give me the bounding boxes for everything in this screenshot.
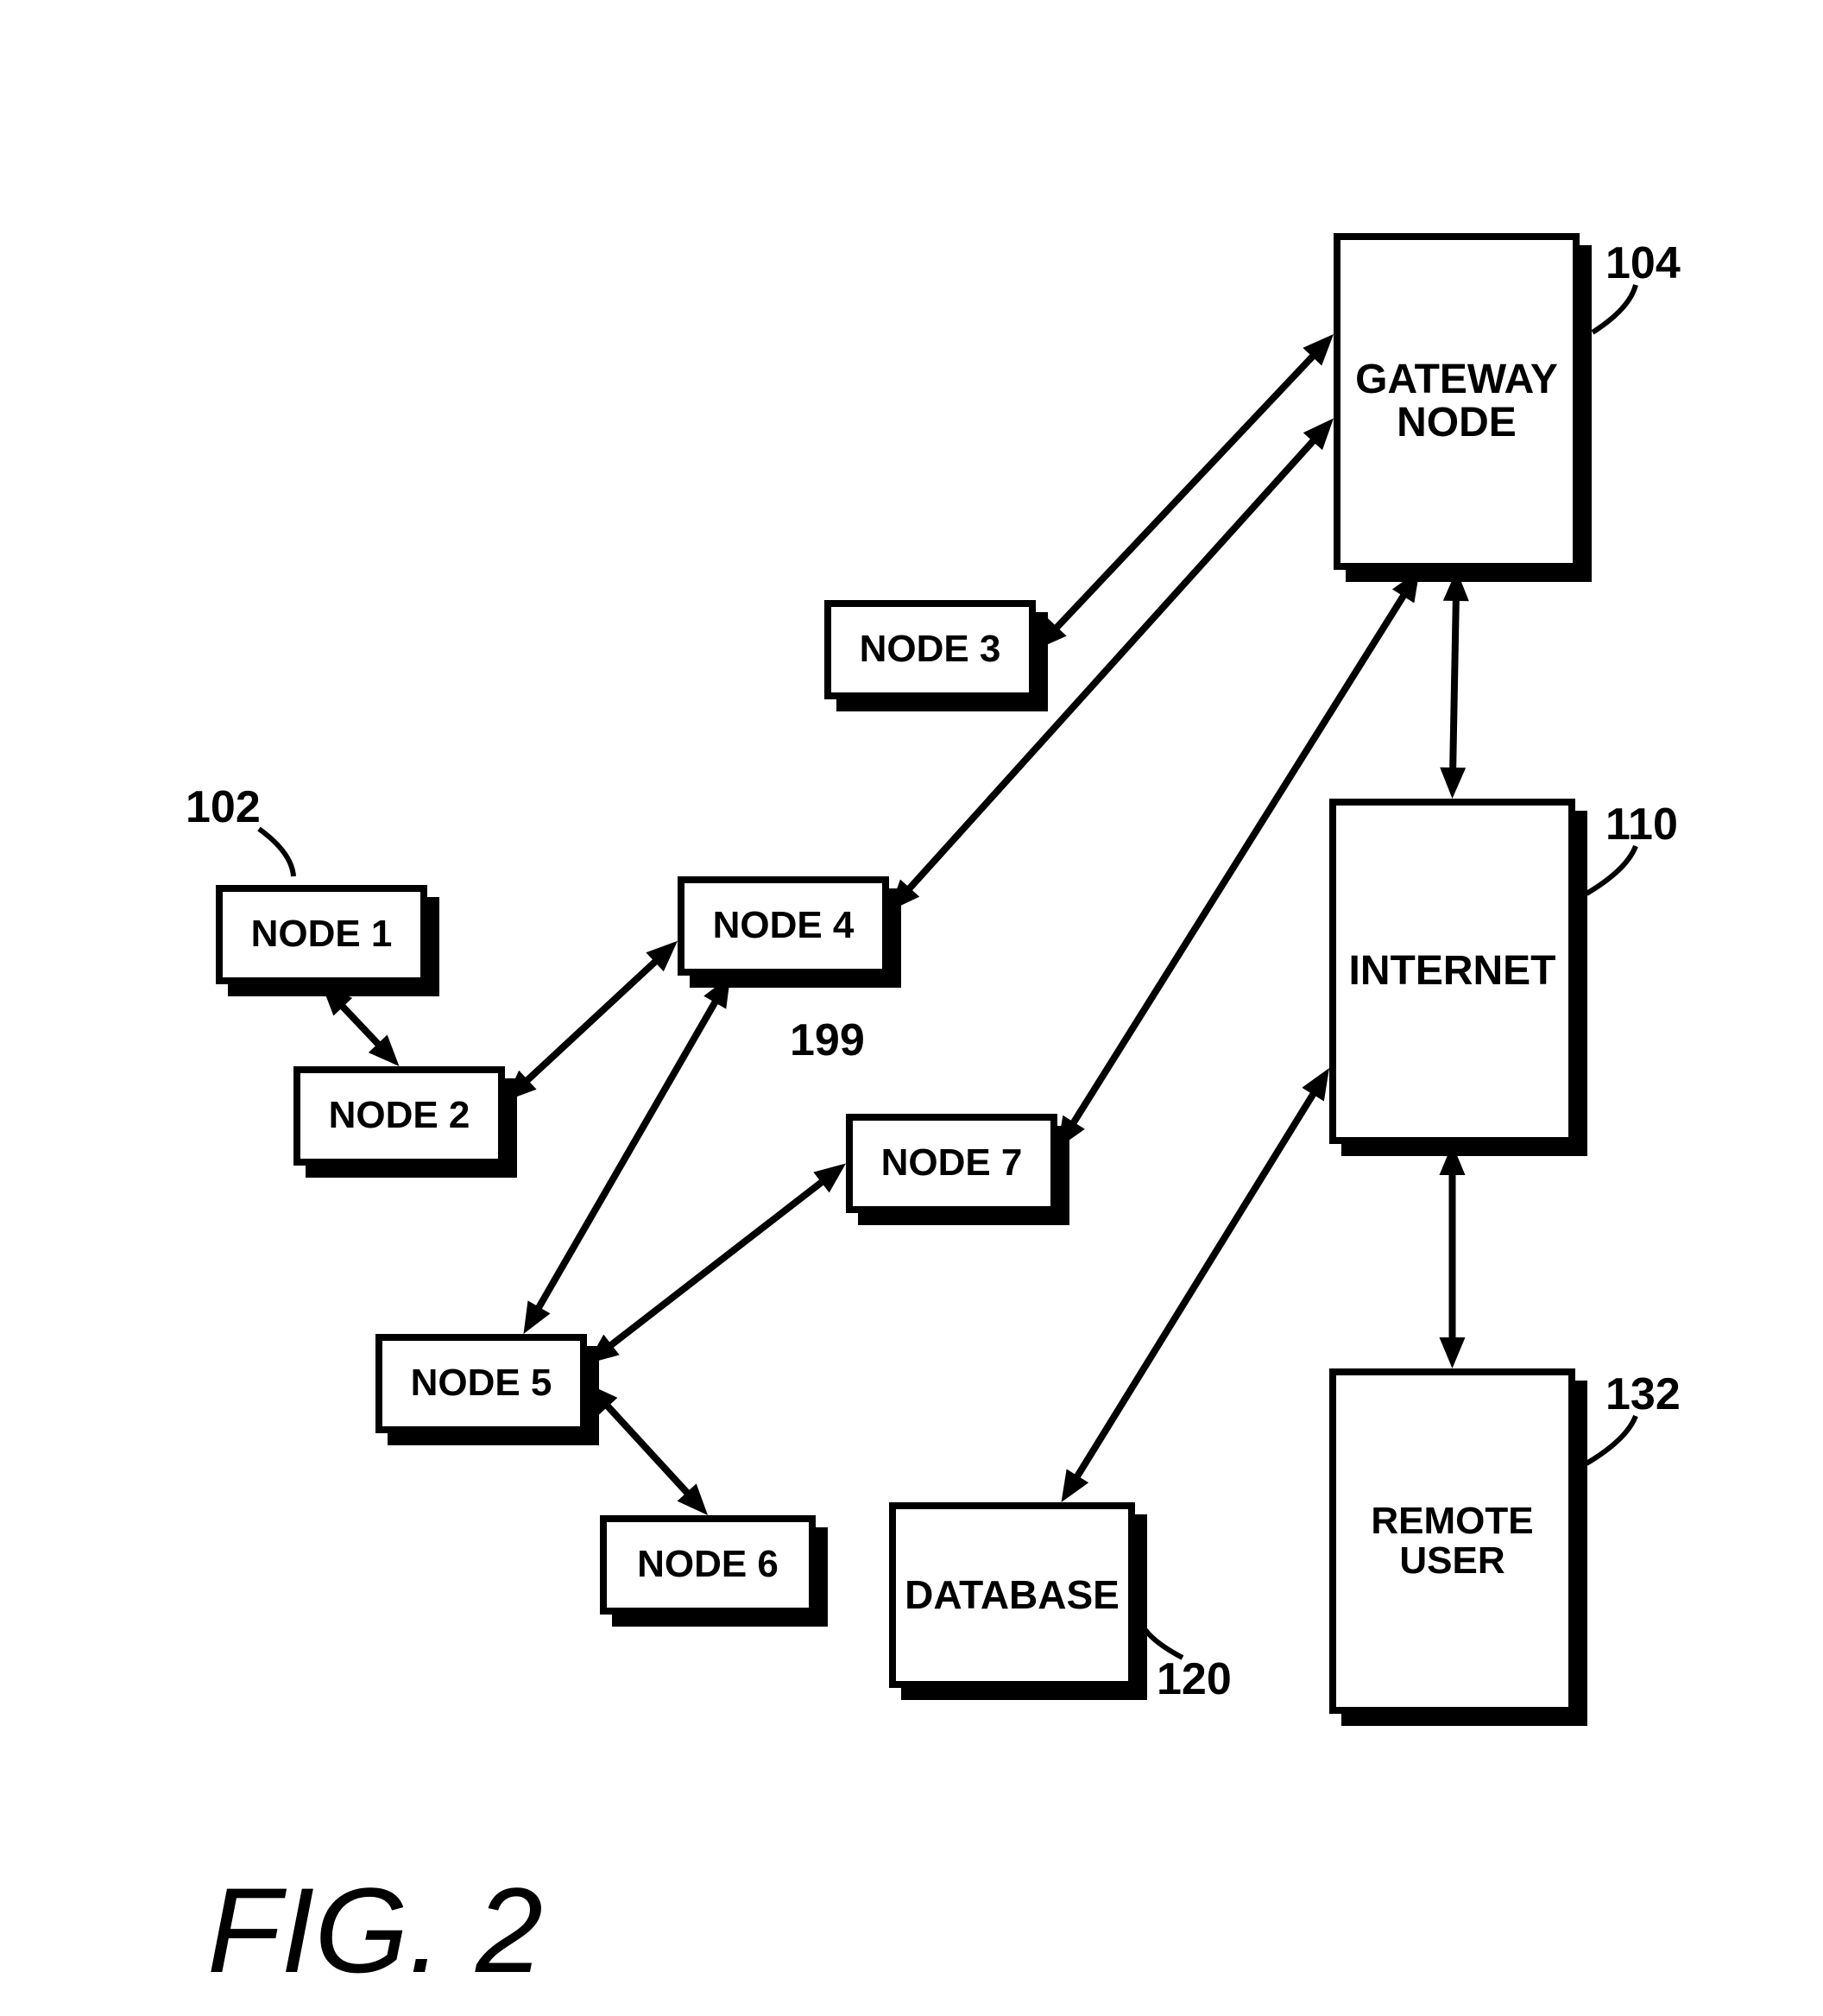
ref-132: 132	[1605, 1368, 1681, 1420]
node-node4: NODE 4	[678, 876, 889, 976]
node-remote: REMOTE USER	[1329, 1368, 1575, 1714]
node-node1: NODE 1	[216, 885, 427, 984]
ref-110: 110	[1605, 799, 1678, 850]
node-node2: NODE 2	[293, 1066, 505, 1166]
node-internet: INTERNET	[1329, 799, 1575, 1144]
node-node7: NODE 7	[846, 1114, 1057, 1213]
ref-leader-102	[259, 829, 293, 876]
node-database: DATABASE	[889, 1502, 1135, 1688]
figure-label: FIG. 2	[207, 1861, 543, 2000]
edge-internet-remote	[1440, 1144, 1466, 1368]
edge-database-internet	[1062, 1068, 1330, 1502]
edge-node2-node4	[505, 941, 678, 1102]
edge-node1-node2	[322, 984, 400, 1066]
ref-leader-132	[1586, 1416, 1636, 1463]
node-node5: NODE 5	[375, 1334, 587, 1433]
ref-120: 120	[1157, 1653, 1232, 1705]
node-node6: NODE 6	[600, 1515, 816, 1615]
ref-leader-120	[1139, 1619, 1183, 1658]
edge-node3-gateway	[1036, 334, 1334, 650]
ref-102: 102	[186, 781, 261, 833]
diagram-stage: NODE 1 NODE 2 NODE 3 NODE 4 NODE 5NODE 6 NODE…	[0, 0, 1823, 2016]
node-gateway: GATEWAY NODE	[1334, 233, 1580, 570]
edge-node5-node7	[587, 1164, 846, 1364]
ref-leader-110	[1586, 846, 1636, 894]
ref-leader-104	[1593, 285, 1636, 332]
ref-104: 104	[1605, 237, 1681, 289]
edge-node5-node6	[587, 1384, 708, 1516]
edge-gateway-internet	[1440, 570, 1469, 799]
node-node3: NODE 3	[824, 600, 1036, 699]
ref-199: 199	[790, 1014, 865, 1066]
